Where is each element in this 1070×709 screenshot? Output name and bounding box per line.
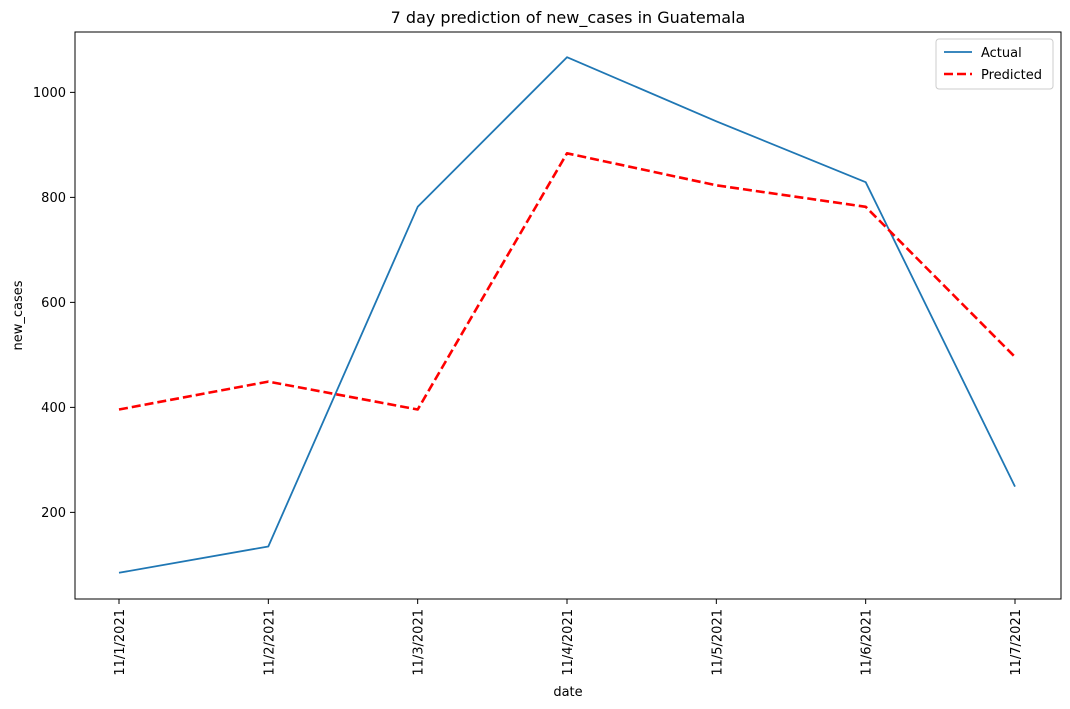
y-axis-label: new_cases <box>11 280 26 350</box>
x-tick-label: 11/5/2021 <box>710 609 725 676</box>
y-tick-label: 200 <box>41 506 66 521</box>
x-tick-label: 11/6/2021 <box>860 609 875 676</box>
chart-title: 7 day prediction of new_cases in Guatema… <box>391 8 746 28</box>
y-tick-label: 400 <box>41 401 66 416</box>
x-tick-label: 11/7/2021 <box>1009 609 1024 676</box>
x-tick-label: 11/3/2021 <box>412 609 427 676</box>
y-tick-label: 1000 <box>33 86 66 101</box>
y-tick-label: 800 <box>41 191 66 206</box>
legend-label-actual: Actual <box>981 46 1022 61</box>
series-line-actual <box>118 56 1016 574</box>
y-tick-label: 600 <box>41 296 66 311</box>
x-tick-label: 11/4/2021 <box>561 609 576 676</box>
x-axis-ticks: 11/1/2021 11/2/2021 11/3/2021 11/4/2021 11/5… <box>113 599 1024 676</box>
series-line-predicted <box>118 152 1016 411</box>
plot-frame <box>74 31 1062 600</box>
legend-label-predicted: Predicted <box>981 68 1042 83</box>
series-layer <box>118 56 1016 574</box>
y-axis-ticks: 200 400 600 800 1000 <box>33 86 75 521</box>
x-tick-label: 11/2/2021 <box>262 609 277 676</box>
x-tick-label: 11/1/2021 <box>113 609 128 676</box>
legend: Actual Predicted <box>935 38 1054 90</box>
x-axis-label: date <box>553 685 582 700</box>
